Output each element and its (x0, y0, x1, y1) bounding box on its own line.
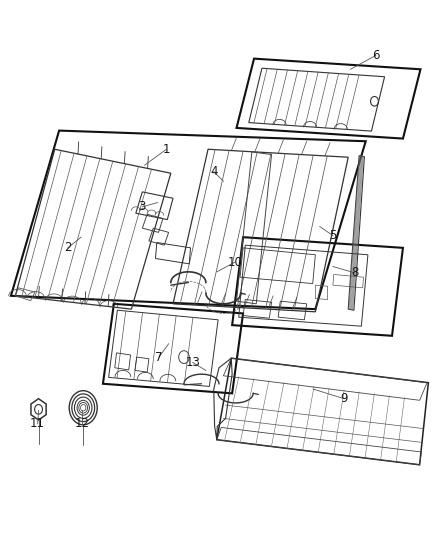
Text: 3: 3 (139, 200, 146, 213)
Text: 6: 6 (372, 49, 380, 62)
Text: 12: 12 (75, 417, 90, 430)
Text: 2: 2 (64, 241, 72, 254)
Text: 1: 1 (162, 143, 170, 156)
Text: 13: 13 (185, 356, 200, 369)
Text: 11: 11 (30, 417, 45, 430)
Text: 8: 8 (351, 266, 358, 279)
Text: 7: 7 (155, 351, 163, 364)
Text: 4: 4 (210, 165, 218, 178)
Text: 5: 5 (329, 229, 336, 242)
Text: 9: 9 (340, 392, 348, 405)
Text: 10: 10 (227, 256, 242, 269)
